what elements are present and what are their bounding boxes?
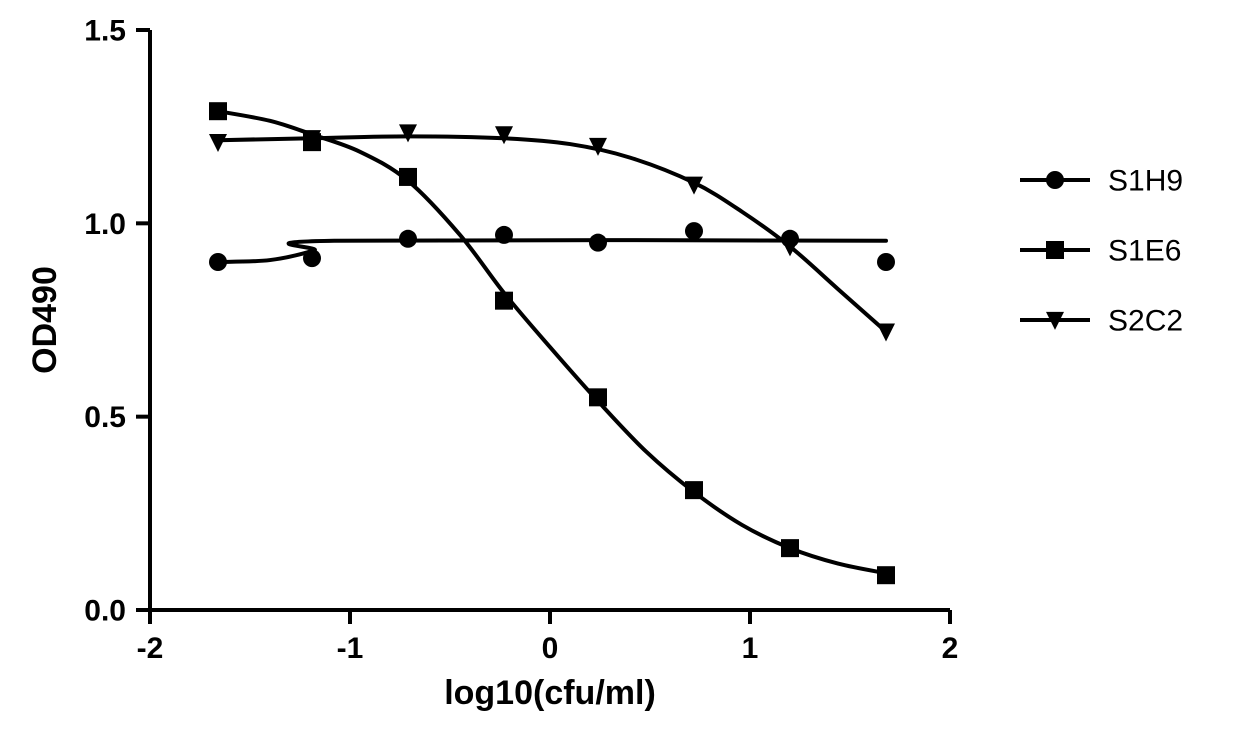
- marker-s1e6: [495, 292, 513, 310]
- x-tick-label: -2: [137, 632, 164, 665]
- marker-s1h9: [399, 230, 417, 248]
- legend-label: S2C2: [1108, 305, 1183, 338]
- x-tick-label: 2: [942, 632, 959, 665]
- y-tick-label: 0.0: [84, 595, 126, 628]
- marker-s1e6: [781, 539, 799, 557]
- marker-s1h9: [877, 253, 895, 271]
- marker-s1h9: [209, 253, 227, 271]
- marker-s1e6: [209, 102, 227, 120]
- marker-s1h9: [685, 222, 703, 240]
- marker-s1h9: [495, 226, 513, 244]
- y-tick-label: 0.5: [84, 401, 126, 434]
- marker-s1h9: [589, 234, 607, 252]
- chart-bg: [0, 0, 1240, 746]
- x-tick-label: 1: [742, 632, 759, 665]
- marker-s1h9: [303, 249, 321, 267]
- legend-label: S1H9: [1108, 165, 1183, 198]
- y-tick-label: 1.5: [84, 15, 126, 48]
- legend-label: S1E6: [1108, 235, 1181, 268]
- marker-s1e6: [877, 566, 895, 584]
- y-tick-label: 1.0: [84, 208, 126, 241]
- marker-s1e6: [399, 168, 417, 186]
- legend-marker-s1h9: [1046, 171, 1064, 189]
- x-tick-label: -1: [337, 632, 364, 665]
- chart: -2 -1 0 1 2 0.0 0.5 1.0 1.5 log10(cfu/ml) OD490 S1H…: [0, 0, 1240, 746]
- y-axis-label: OD490: [26, 266, 64, 374]
- marker-s1e6: [589, 388, 607, 406]
- x-tick-label: 0: [542, 632, 559, 665]
- legend-marker-s1e6: [1046, 241, 1064, 259]
- x-axis-label: log10(cfu/ml): [444, 674, 656, 712]
- marker-s1e6: [685, 481, 703, 499]
